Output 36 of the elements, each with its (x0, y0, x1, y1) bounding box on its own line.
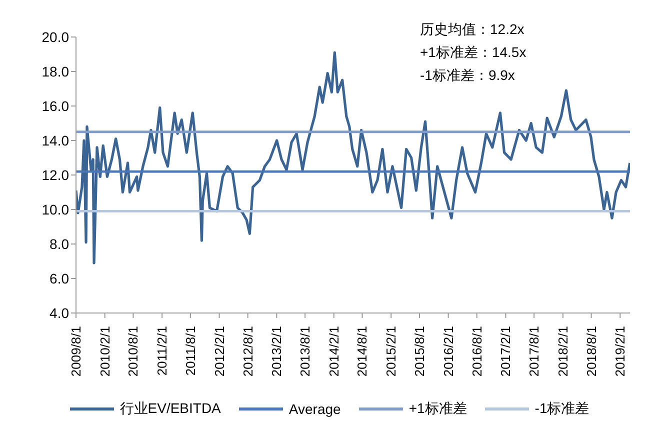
x-tick-label: 2018/2/1 (555, 326, 570, 377)
x-tick-label: 2015/2/1 (384, 326, 399, 377)
y-tick-label: 18.0 (42, 63, 70, 80)
x-tick-label: 2011/8/1 (182, 326, 198, 376)
y-tick-label: 20.0 (42, 28, 70, 45)
x-tick-label: 2015/8/1 (412, 326, 427, 377)
legend-label: +1标准差 (408, 400, 467, 418)
x-tick-label: 2011/2/1 (154, 326, 170, 376)
legend-label: Average (288, 401, 341, 417)
y-tick-label: 12.0 (42, 166, 70, 183)
annotation: +1标准差：14.5x (420, 43, 526, 62)
x-tick-label: 2012/2/1 (212, 326, 227, 377)
x-tick-label: 2013/8/1 (298, 326, 313, 377)
y-tick-label: 8.0 (50, 236, 70, 252)
x-tick-label: 2014/2/1 (326, 326, 342, 377)
x-tick-label: 2016/2/1 (440, 326, 456, 377)
legend-label: 行业EV/EBITDA (120, 400, 221, 418)
y-tick-label: 14.0 (42, 132, 70, 148)
legend-label: -1标准差 (534, 400, 590, 418)
x-tick-label: 2017/8/1 (526, 326, 542, 377)
x-tick-label: 2014/8/1 (354, 326, 370, 377)
x-tick-label: 2018/8/1 (584, 326, 599, 377)
x-tick-label: 2013/2/1 (269, 326, 284, 377)
x-tick-label: 2012/8/1 (240, 326, 256, 377)
y-tick-label: 6.0 (50, 270, 70, 286)
x-tick-label: 2017/2/1 (498, 326, 514, 377)
x-tick-label: 2009/8/1 (68, 326, 84, 377)
y-tick-label: 4.0 (50, 304, 70, 321)
y-tick-label: 16.0 (42, 98, 70, 114)
x-tick-label: 2016/8/1 (469, 326, 484, 377)
x-tick-label: 2019/2/1 (612, 326, 628, 377)
x-tick-label: 2010/8/1 (126, 326, 141, 377)
annotation: 历史均值：12.2x (420, 20, 526, 39)
x-tick-label: 2010/2/1 (97, 326, 112, 377)
annotation: -1标准差：9.9x (420, 66, 516, 85)
y-tick-label: 10.0 (42, 201, 70, 218)
